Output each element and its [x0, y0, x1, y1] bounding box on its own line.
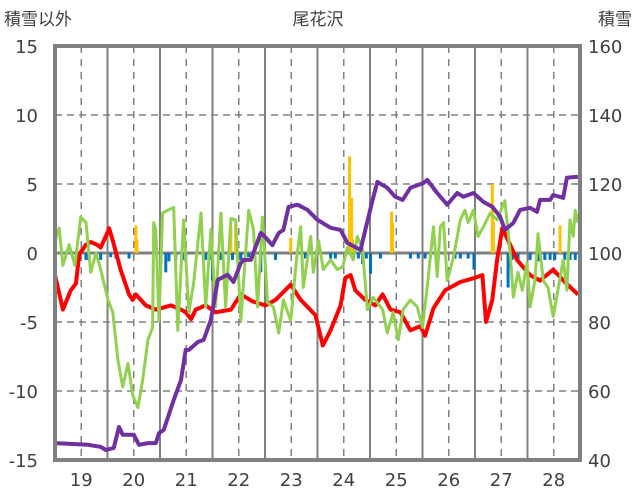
blue-bar	[239, 253, 243, 260]
blue-bar	[528, 253, 532, 260]
blue-bar	[568, 253, 572, 260]
x-tick-label: 26	[437, 470, 460, 491]
red-line	[53, 226, 580, 348]
blue-bar	[553, 253, 557, 260]
blue-bar	[506, 253, 510, 288]
blue-bar	[543, 253, 547, 260]
y-right-tick-label: 100	[588, 244, 622, 265]
blue-bar	[356, 253, 360, 259]
blue-bar	[510, 253, 514, 260]
blue-bar	[209, 253, 213, 260]
x-tick-label: 19	[70, 470, 93, 491]
orange-bar	[491, 221, 495, 253]
x-tick-label: 27	[490, 470, 513, 491]
blue-bar	[369, 253, 373, 274]
blue-bar	[466, 253, 470, 259]
y-right-tick-label: 60	[588, 382, 611, 403]
blue-bar	[516, 253, 520, 260]
blue-bar	[230, 253, 234, 260]
y-left-tick-label: 5	[27, 175, 38, 196]
blue-bar	[472, 253, 476, 270]
blue-bar	[416, 253, 420, 259]
y-left-tick-label: -15	[9, 451, 38, 472]
y-left-tick-label: -10	[9, 382, 38, 403]
orange-bar	[289, 237, 293, 253]
orange-bar	[350, 197, 354, 253]
y-right-tick-label: 40	[588, 451, 611, 472]
x-tick-label: 25	[385, 470, 408, 491]
y-left-tick-label: 15	[15, 37, 38, 58]
blue-bar	[408, 253, 412, 259]
y-left-tick-label: 0	[27, 244, 38, 265]
blue-bar	[573, 253, 577, 260]
x-tick-label: 23	[280, 470, 303, 491]
x-tick-label: 22	[227, 470, 250, 491]
blue-bar	[563, 253, 567, 260]
orange-bar	[490, 184, 494, 253]
y-left-tick-label: 10	[15, 106, 38, 127]
blue-bar	[379, 253, 382, 259]
x-tick-label: 24	[332, 470, 355, 491]
x-tick-label: 21	[175, 470, 198, 491]
orange-bar	[391, 222, 395, 253]
blue-bar	[548, 253, 552, 260]
blue-bar	[84, 253, 88, 260]
tick-labels: 19 20 21 22 23 24 25 26 27 28 15 10 5 0 -5 -10 -15 160 140…	[9, 37, 623, 491]
blue-bar	[167, 253, 171, 262]
gridlines	[55, 46, 580, 460]
blue-bar	[458, 253, 462, 259]
x-tick-label: 20	[122, 470, 145, 491]
plot-frame	[53, 44, 582, 462]
orange-bar	[558, 225, 562, 253]
blue-bar	[303, 253, 307, 259]
y-right-tick-label: 120	[588, 175, 622, 196]
y-left-tick-label: -5	[20, 313, 38, 334]
blue-bar	[364, 253, 368, 259]
blue-bar	[109, 253, 113, 258]
blue-bar	[329, 253, 333, 259]
blue-bar	[423, 253, 427, 259]
blue-bar	[204, 253, 208, 260]
left-axis-label: 積雪以外	[4, 10, 72, 30]
blue-bar	[164, 253, 168, 273]
y-right-tick-label: 80	[588, 313, 611, 334]
blue-bar	[536, 253, 540, 262]
orange-bar	[135, 239, 139, 253]
y-right-tick-label: 160	[588, 37, 622, 58]
chart-title: 尾花沢	[293, 10, 344, 30]
blue-bar	[333, 253, 337, 259]
y-right-tick-label: 140	[588, 106, 622, 127]
blue-bar	[247, 253, 251, 258]
series-lines	[53, 174, 580, 452]
snow-depth-line	[54, 174, 579, 452]
blue-bar	[274, 253, 277, 260]
blue-bar	[219, 253, 223, 260]
x-tick-label: 28	[542, 470, 565, 491]
blue-bar	[127, 253, 131, 259]
right-axis-label: 積雪	[598, 10, 632, 30]
orange-bar	[348, 156, 352, 253]
blue-bar	[99, 253, 103, 260]
